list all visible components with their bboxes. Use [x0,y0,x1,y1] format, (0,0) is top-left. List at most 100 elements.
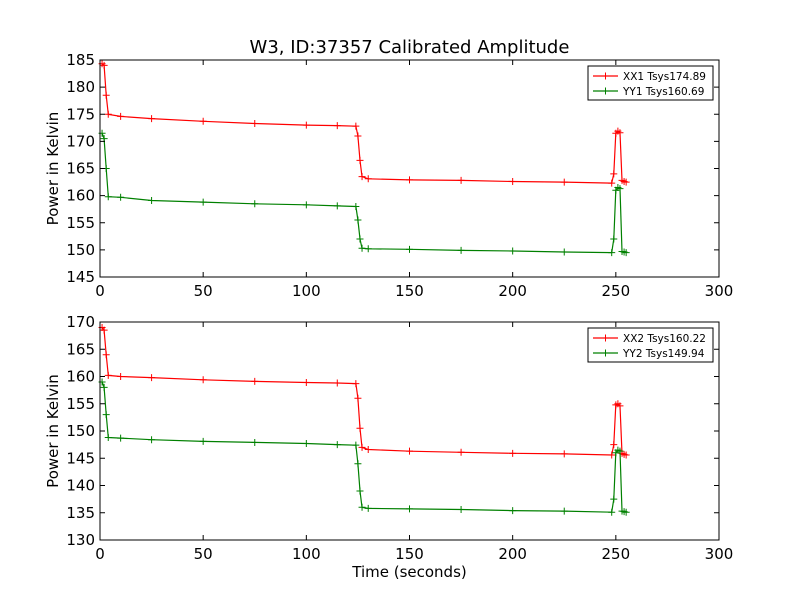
series-xx1 [98,60,630,187]
data-point [117,112,125,120]
y-tick-label: 160 [66,187,95,205]
data-point [352,441,360,449]
data-point [100,383,108,391]
data-point [354,216,362,224]
y-tick-label: 175 [66,105,95,123]
data-point [100,326,108,334]
y-tick-label: 155 [66,214,95,232]
data-point [333,202,341,210]
y-tick-label: 150 [66,422,95,440]
data-point [560,178,568,186]
data-point [199,117,207,125]
y-tick-label: 145 [66,449,95,467]
x-axis-label: Time (seconds) [351,563,467,581]
y-tick-label: 150 [66,241,95,259]
x-tick-label: 300 [705,282,734,300]
data-point [358,244,366,252]
chart-title: W3, ID:37357 Calibrated Amplitude [250,37,570,58]
data-point [352,202,360,210]
data-point [356,424,364,432]
data-point [509,178,517,186]
legend-label: XX1 Tsys174.89 [623,71,706,83]
data-point [560,248,568,256]
data-point [509,247,517,255]
data-point [610,170,618,178]
legend-marker [602,334,609,342]
data-point [117,373,125,380]
x-tick-label: 200 [498,545,527,563]
data-point [364,175,372,183]
x-tick-label: 250 [602,282,631,300]
data-point [302,121,310,129]
data-point [356,235,364,243]
x-tick-label: 0 [95,282,105,300]
data-point [251,119,259,127]
data-point [406,245,413,253]
data-point [354,394,362,402]
data-point [104,434,112,442]
data-point [117,434,125,442]
data-point [622,249,630,257]
data-point [406,176,413,184]
data-point [352,122,360,130]
y-tick-label: 135 [66,504,95,522]
data-point [509,449,517,457]
y-tick-label: 160 [66,368,95,386]
y-tick-label: 185 [66,51,95,69]
data-point [616,402,624,410]
data-point [616,185,624,193]
y-axis-label: Power in Kelvin [44,374,62,488]
data-point [104,110,112,118]
data-point [509,507,517,515]
series-yy2 [98,378,630,516]
data-point [354,132,362,140]
y-tick-label: 170 [66,313,95,331]
legend: XX1 Tsys174.89 YY1 Tsys160.69 [587,65,714,101]
data-point [199,376,207,384]
data-point [358,503,366,511]
top-subplot: 0 50 100 150 200 250 300 145 150 155 160 165 170 175 1… [44,37,733,300]
data-point [622,178,630,186]
data-point [608,179,616,187]
y-tick-label: 140 [66,477,95,495]
x-tick-label: 250 [602,545,631,563]
data-point [354,460,362,468]
x-tick-label: 0 [95,545,105,563]
data-point [302,440,310,448]
data-point [251,200,259,208]
x-tick-label: 50 [194,545,213,563]
data-point [608,508,616,516]
data-point [358,173,366,181]
data-point [356,487,364,495]
data-point [457,448,465,456]
data-point [100,61,108,69]
legend-label: YY1 Tsys160.69 [622,86,704,98]
series-yy1 [98,129,630,257]
legend-box [587,65,714,101]
series-xx2 [98,323,630,459]
legend-label: YY2 Tsys149.94 [622,348,705,360]
data-point [358,443,366,451]
legend-marker [602,72,609,80]
data-point [104,371,112,379]
x-tick-label: 150 [395,545,424,563]
y-tick-label: 145 [66,268,95,286]
data-point [622,451,630,459]
y-tick-label: 165 [66,160,95,178]
data-point [104,193,112,201]
data-point [199,198,207,206]
data-point [148,115,156,123]
data-point [622,508,630,516]
data-point [608,451,616,459]
data-point [457,176,465,184]
data-point [117,193,125,201]
data-point [333,441,341,449]
x-tick-label: 100 [292,545,321,563]
x-tick-label: 50 [194,282,213,300]
data-point [406,505,413,513]
y-tick-label: 170 [66,132,95,150]
data-point [560,450,568,458]
data-point [610,235,618,243]
legend-label: XX2 Tsys160.22 [623,333,706,345]
data-point [102,91,110,99]
